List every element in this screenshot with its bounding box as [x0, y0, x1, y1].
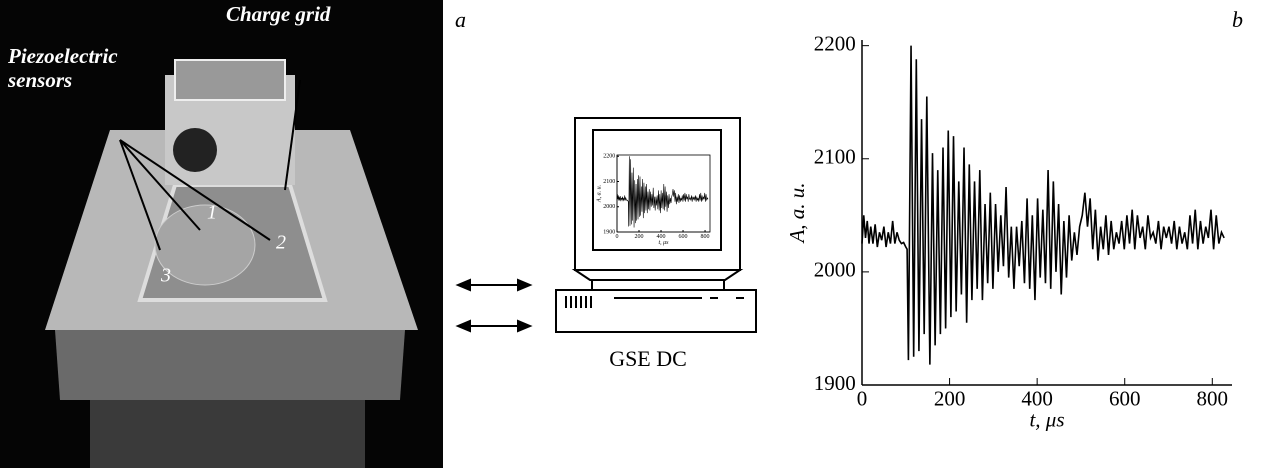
arrows	[455, 278, 533, 333]
x-tick-label: 800	[1197, 387, 1229, 411]
sensor-number: 1	[207, 202, 217, 224]
sensor-number: 2	[276, 232, 286, 254]
x-tick-label: 200	[934, 387, 966, 411]
computer	[555, 117, 757, 333]
y-tick-label: 2100	[603, 179, 615, 185]
x-tick-label: 600	[1109, 387, 1141, 411]
panel-label: a	[455, 7, 466, 32]
y-axis-label: A, a. u.	[785, 182, 809, 244]
y-tick-label: 2200	[814, 31, 856, 55]
sensors-label: sensors	[7, 68, 72, 92]
photo: Piezoelectric sensors Charge grid 1 2 3	[0, 0, 443, 468]
sensor-number: 3	[160, 265, 171, 287]
grid-label: Charge grid	[226, 2, 331, 26]
sensors-label: Piezoelectric	[7, 44, 118, 68]
signal-line	[616, 156, 709, 228]
x-tick-label: 200	[635, 234, 644, 240]
y-tick-label: 2100	[814, 145, 856, 169]
x-tick-label: 400	[657, 234, 666, 240]
x-axis-label: t, μs	[658, 240, 669, 246]
y-tick-label: 2000	[603, 204, 615, 210]
x-tick-label: 400	[1021, 387, 1053, 411]
x-tick-label: 800	[701, 234, 710, 240]
panel-label: b	[1232, 7, 1243, 32]
computer-label: GSE DC	[609, 346, 687, 371]
y-tick-label: 1900	[814, 371, 856, 395]
y-tick-label: 1900	[603, 229, 615, 235]
x-tick-label: 0	[857, 387, 868, 411]
signal-line	[861, 45, 1225, 365]
y-axis-label: A, a. u.	[596, 185, 602, 203]
x-tick-label: 600	[679, 234, 688, 240]
y-tick-label: 2000	[814, 258, 856, 282]
y-tick-label: 2200	[603, 154, 615, 160]
x-tick-label: 0	[616, 234, 619, 240]
x-axis-label: t, μs	[1029, 408, 1064, 432]
